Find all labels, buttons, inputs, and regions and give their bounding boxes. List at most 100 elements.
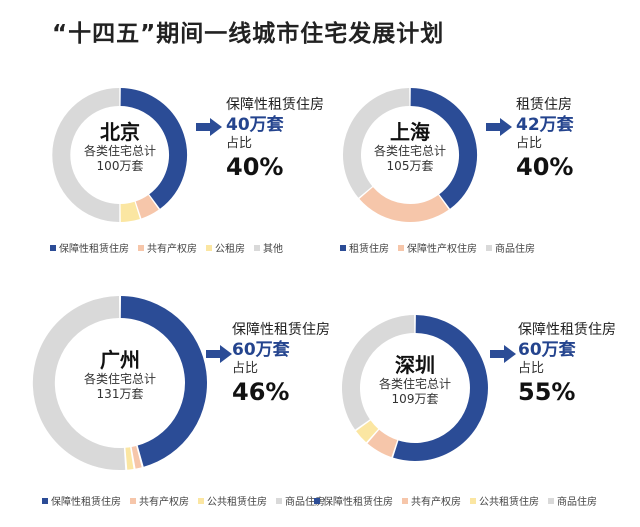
donut-slice-4 xyxy=(342,315,415,430)
legend-item: 共有产权房 xyxy=(402,493,461,508)
donut-slice-3 xyxy=(120,201,140,222)
legend-swatch xyxy=(138,245,144,251)
donut-slice-3 xyxy=(125,447,134,470)
chart-legend: 保障性租赁住房 共有产权房 公租房 其他 xyxy=(50,240,292,255)
highlight-info: 保障性租赁住房 40万套 占比 40% xyxy=(226,96,324,182)
total-label: 各类住宅总计 xyxy=(83,144,156,158)
legend-item: 商品住房 xyxy=(486,240,535,255)
legend-label: 保障性租赁住房 xyxy=(51,497,121,508)
city-name: 上海 xyxy=(390,120,430,144)
legend-item: 保障性租赁住房 xyxy=(42,493,121,508)
highlight-info: 保障性租赁住房 60万套 占比 46% xyxy=(232,321,330,407)
legend-swatch xyxy=(402,498,408,504)
legend-item: 保障性租赁住房 xyxy=(50,240,129,255)
donut-panel-shanghai: 上海 各类住宅总计 105万套 租赁住房 42万套 占比 40% 租赁住房保障性… xyxy=(290,50,610,290)
donut-center: 广州 各类住宅总计 131万套 xyxy=(50,348,190,402)
share-label: 占比 xyxy=(518,361,545,376)
share-value: 40% xyxy=(516,153,574,181)
highlight-amount: 60万套 xyxy=(232,340,290,360)
share-label: 占比 xyxy=(516,136,543,151)
legend-swatch xyxy=(254,245,260,251)
legend-label: 商品住房 xyxy=(557,497,597,508)
legend-item: 其他 xyxy=(254,240,283,255)
chart-legend: 保障性租赁住房 共有产权房 公共租赁住房 商品住房 xyxy=(314,493,606,508)
legend-item: 共有产权房 xyxy=(138,240,197,255)
legend-item: 公共租赁住房 xyxy=(198,493,267,508)
legend-swatch xyxy=(486,245,492,251)
donut-chart xyxy=(343,88,477,222)
total-label: 各类住宅总计 xyxy=(378,377,451,391)
chart-legend: 租赁住房 保障性产权住房 商品住房 xyxy=(340,240,544,255)
legend-swatch xyxy=(398,245,404,251)
donut-chart xyxy=(32,296,207,470)
donut-slice-2 xyxy=(135,194,159,219)
legend-item: 商品住房 xyxy=(548,493,597,508)
highlight-amount: 40万套 xyxy=(226,115,284,135)
donut-center: 北京 各类住宅总计 100万套 xyxy=(70,120,170,174)
legend-label: 商品住房 xyxy=(285,497,325,508)
legend-label: 公共租赁住房 xyxy=(479,497,539,508)
legend-item: 保障性租赁住房 xyxy=(314,493,393,508)
donut-slice-3 xyxy=(356,420,379,443)
legend-label: 公租房 xyxy=(215,244,245,255)
arrow-right-icon xyxy=(490,345,516,363)
total-value: 109万套 xyxy=(391,392,439,406)
legend-swatch xyxy=(548,498,554,504)
donut-slice-4 xyxy=(52,88,120,222)
donut-slice-1 xyxy=(393,315,488,461)
legend-swatch xyxy=(198,498,204,504)
highlight-category: 租赁住房 xyxy=(516,97,572,113)
donut-slice-4 xyxy=(32,296,126,470)
donut-panel-shenzhen: 深圳 各类住宅总计 109万套 保障性租赁住房 60万套 占比 55% 保障性租… xyxy=(300,283,620,523)
legend-label: 其他 xyxy=(263,244,283,255)
legend-item: 保障性产权住房 xyxy=(398,240,477,255)
highlight-category: 保障性租赁住房 xyxy=(226,97,324,113)
legend-item: 公租房 xyxy=(206,240,245,255)
donut-center: 上海 各类住宅总计 105万套 xyxy=(360,120,460,174)
highlight-amount: 60万套 xyxy=(518,340,576,360)
share-value: 40% xyxy=(226,153,284,181)
share-label: 占比 xyxy=(232,361,259,376)
legend-swatch xyxy=(340,245,346,251)
donut-slice-3 xyxy=(343,88,410,198)
share-value: 55% xyxy=(518,378,576,406)
donut-slice-1 xyxy=(410,88,477,209)
legend-label: 共有产权房 xyxy=(147,244,197,255)
total-label: 各类住宅总计 xyxy=(83,372,156,386)
highlight-info: 租赁住房 42万套 占比 40% xyxy=(516,96,574,182)
legend-swatch xyxy=(42,498,48,504)
highlight-category: 保障性租赁住房 xyxy=(232,322,330,338)
donut-panel-guangzhou: 广州 各类住宅总计 131万套 保障性租赁住房 60万套 占比 46% 保障性租… xyxy=(0,283,330,523)
donut-slice-2 xyxy=(367,429,398,458)
legend-swatch xyxy=(206,245,212,251)
legend-swatch xyxy=(130,498,136,504)
city-name: 广州 xyxy=(100,348,140,372)
page-title: “十四五”期间一线城市住宅发展计划 xyxy=(52,21,445,47)
highlight-amount: 42万套 xyxy=(516,115,574,135)
arrow-right-icon xyxy=(486,118,512,136)
donut-chart xyxy=(52,88,187,222)
highlight-category: 保障性租赁住房 xyxy=(518,322,616,338)
city-name: 北京 xyxy=(100,120,140,144)
legend-label: 保障性产权住房 xyxy=(407,244,477,255)
legend-label: 保障性租赁住房 xyxy=(59,244,129,255)
donut-panel-beijing: 北京 各类住宅总计 100万套 保障性租赁住房 40万套 占比 40% 保障性租… xyxy=(0,50,324,290)
arrow-right-icon xyxy=(206,345,232,363)
legend-swatch xyxy=(470,498,476,504)
donut-slice-2 xyxy=(359,186,449,222)
donut-slice-2 xyxy=(131,445,142,469)
donut-chart xyxy=(342,315,488,461)
donut-center: 深圳 各类住宅总计 109万套 xyxy=(355,353,475,407)
legend-item: 租赁住房 xyxy=(340,240,389,255)
legend-label: 公共租赁住房 xyxy=(207,497,267,508)
legend-item: 共有产权房 xyxy=(130,493,189,508)
arrow-right-icon xyxy=(196,118,222,136)
legend-label: 保障性租赁住房 xyxy=(323,497,393,508)
city-name: 深圳 xyxy=(395,353,435,377)
legend-label: 商品住房 xyxy=(495,244,535,255)
chart-legend: 保障性租赁住房 共有产权房 公共租赁住房 商品住房 xyxy=(42,493,334,508)
share-value: 46% xyxy=(232,378,290,406)
legend-label: 共有产权房 xyxy=(139,497,189,508)
highlight-info: 保障性租赁住房 60万套 占比 55% xyxy=(518,321,616,407)
legend-swatch xyxy=(50,245,56,251)
